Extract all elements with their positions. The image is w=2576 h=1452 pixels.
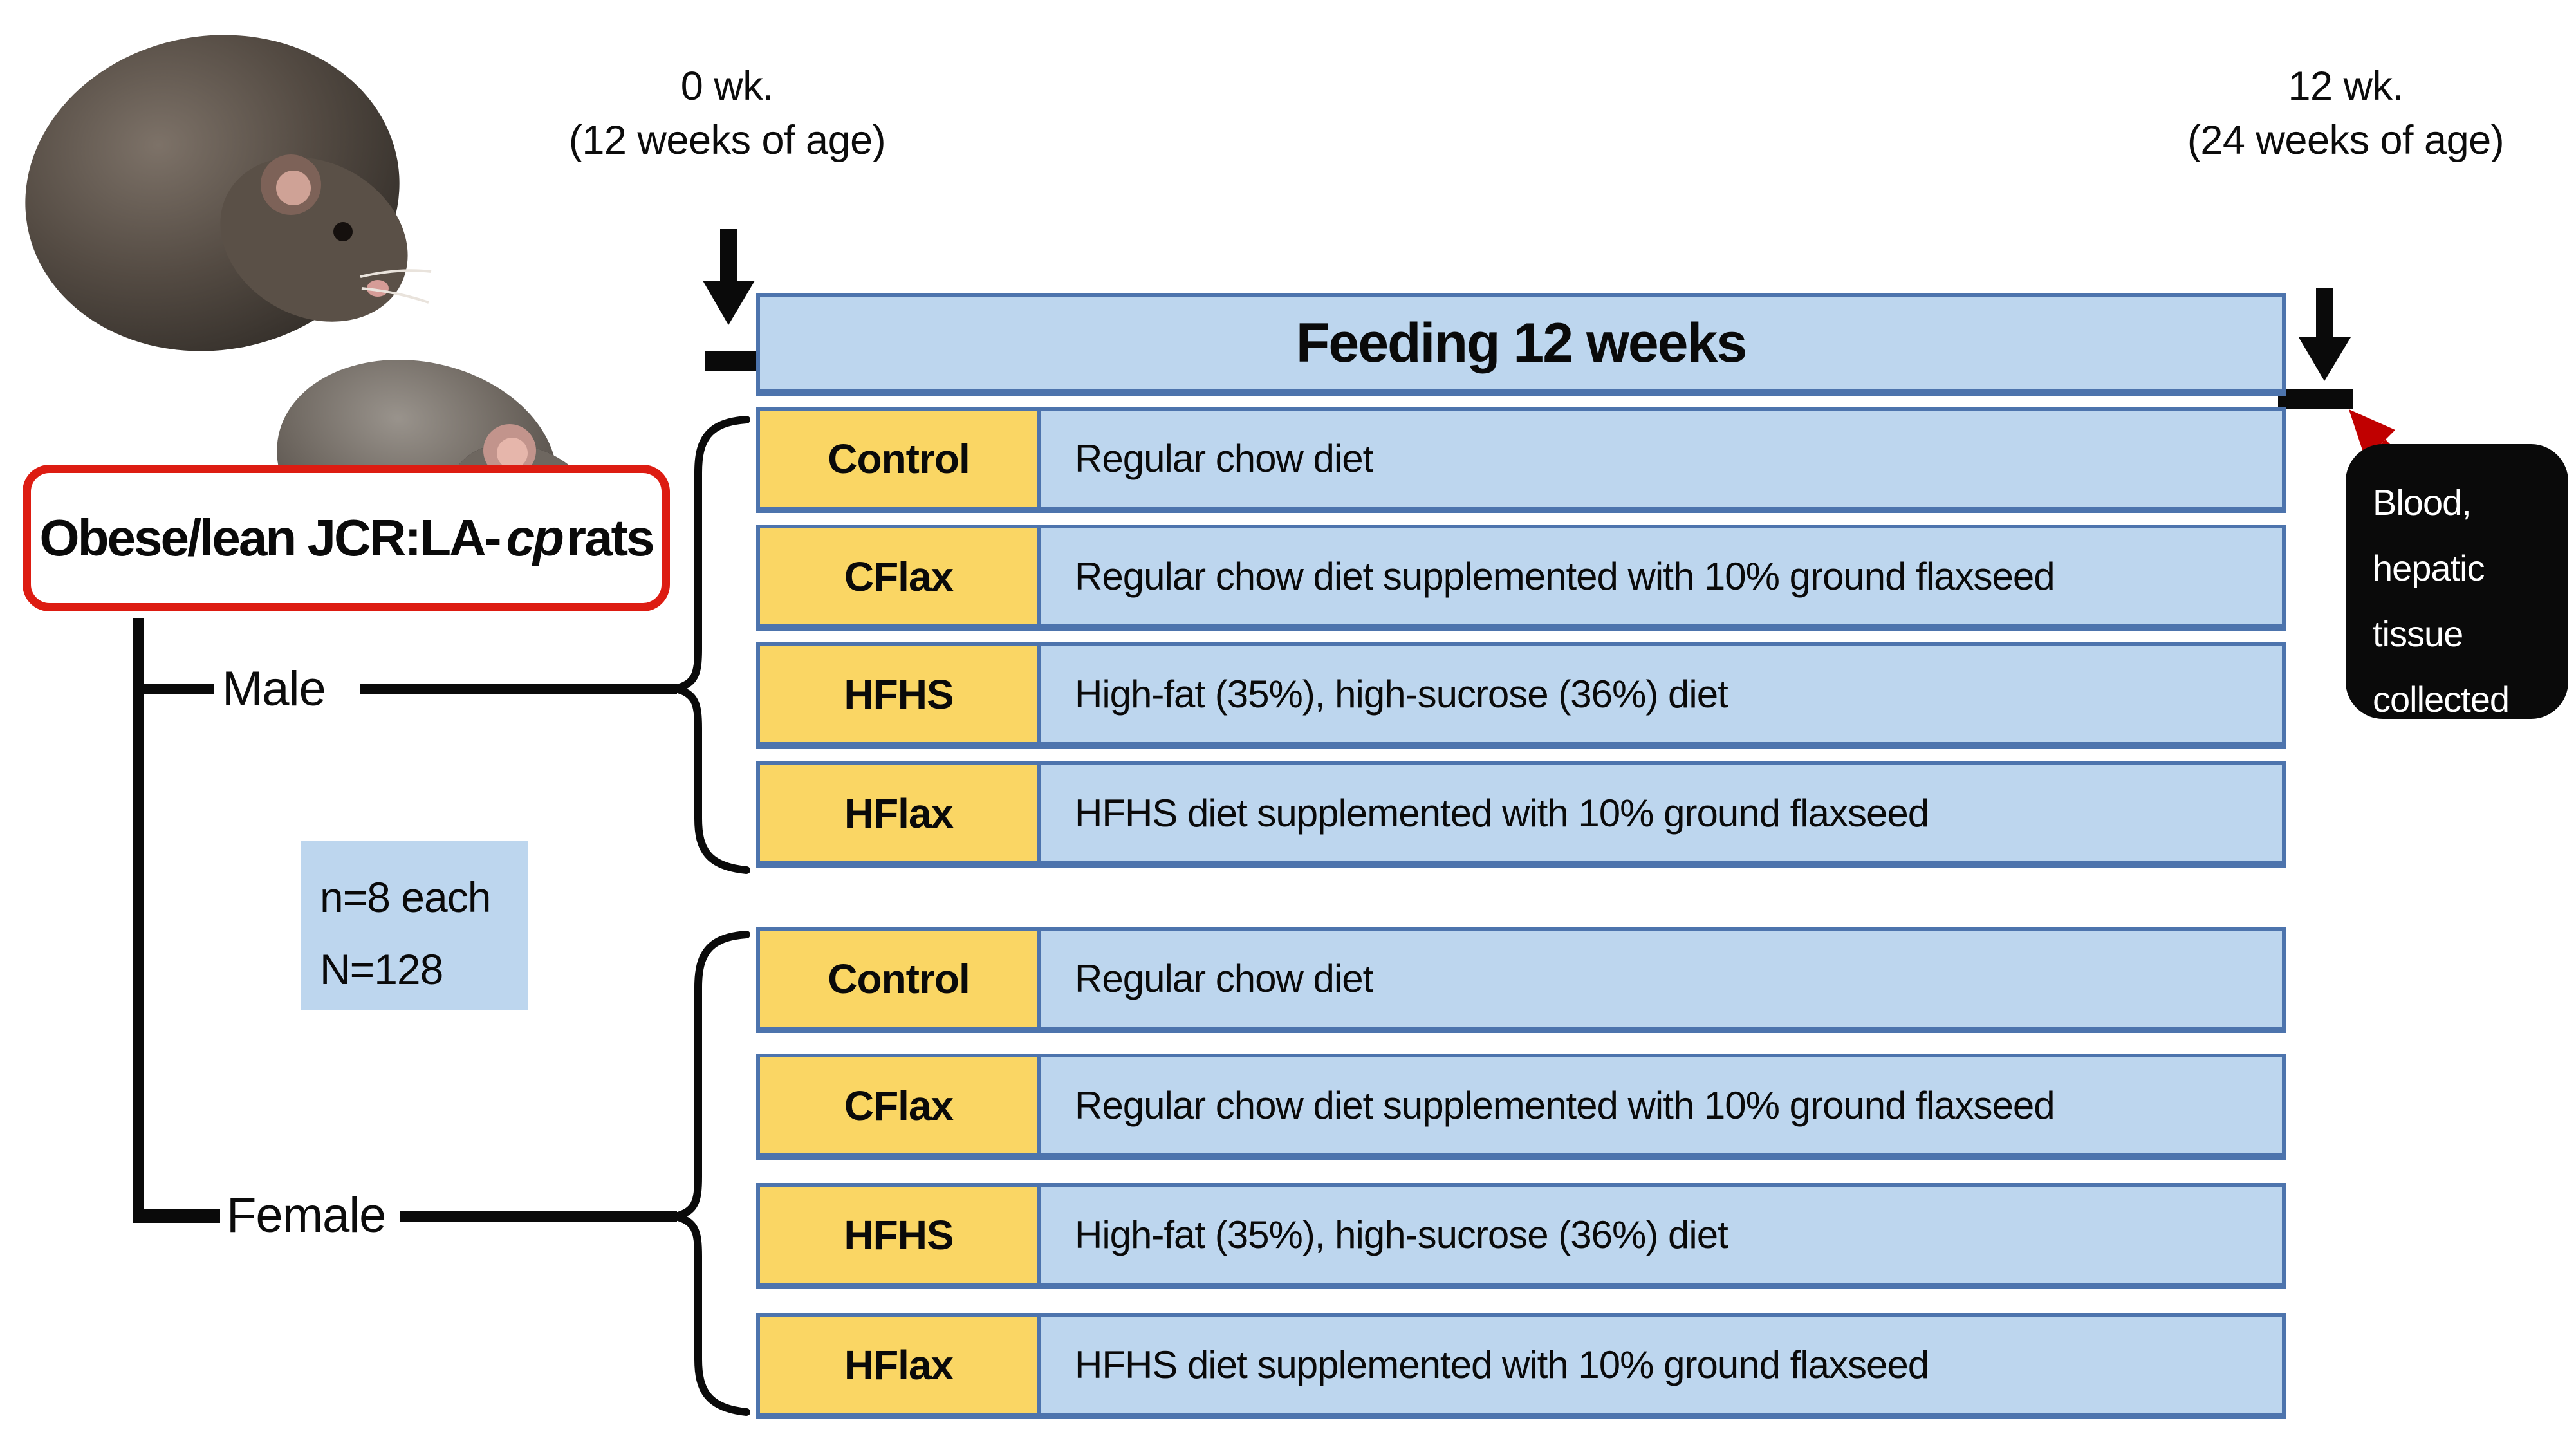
timeline-end-label: 12 wk. (24 weeks of age) — [2101, 59, 2576, 167]
male-branch-line — [133, 684, 677, 694]
feeding-period-bar: Feeding 12 weeks — [756, 293, 2286, 396]
diet-description: Regular chow diet — [1075, 957, 1373, 1000]
diet-row-female-hfhs: HFHS High-fat (35%), high-sucrose (36%) … — [756, 1183, 2286, 1289]
timeline-start-tick — [705, 351, 757, 371]
timeline-start-week: 0 wk. — [680, 64, 774, 109]
timeline-end-week: 12 wk. — [2288, 64, 2404, 109]
diet-row-male-hflax: HFlax HFHS diet supplemented with 10% gr… — [756, 761, 2286, 868]
tissue-collection-box: Blood, hepatic tissue collected — [2346, 444, 2568, 720]
diet-code-label: CFlax — [760, 528, 1041, 624]
subject-strain-gene: cp — [506, 509, 564, 566]
timeline-end-arrow-icon — [2299, 288, 2351, 381]
collection-line-3: tissue — [2373, 613, 2463, 654]
sample-size-per-group: n=8 each — [320, 873, 491, 921]
timeline-end-tick — [2278, 389, 2353, 409]
diet-description: HFHS diet supplemented with 10% ground f… — [1075, 792, 1929, 835]
diet-code-label: Control — [760, 931, 1041, 1027]
female-group-brace — [660, 931, 750, 1416]
collection-line-4: collected — [2373, 679, 2510, 720]
diet-code-label: HFlax — [760, 1317, 1041, 1413]
male-group-label: Male — [222, 662, 326, 716]
subject-strain-box: Obese/lean JCR:LA-cp rats — [23, 465, 670, 611]
timeline-start-arrow-icon — [703, 229, 755, 325]
diet-row-male-control: Control Regular chow diet — [756, 407, 2286, 513]
diet-description: Regular chow diet — [1075, 437, 1373, 480]
diet-row-female-control: Control Regular chow diet — [756, 927, 2286, 1033]
timeline-start-label: 0 wk. (12 weeks of age) — [483, 59, 972, 167]
diet-description: Regular chow diet supplemented with 10% … — [1075, 1084, 2055, 1127]
tree-trunk-line — [133, 618, 144, 1223]
diet-code-label: HFlax — [760, 765, 1041, 861]
subject-strain-suffix: rats — [566, 509, 655, 566]
diet-description: Regular chow diet supplemented with 10% … — [1075, 555, 2055, 598]
diet-row-male-cflax: CFlax Regular chow diet supplemented wit… — [756, 525, 2286, 631]
sample-size-box: n=8 each N=128 — [301, 841, 528, 1010]
feeding-period-label: Feeding 12 weeks — [1295, 312, 1747, 374]
male-group-brace — [660, 416, 750, 874]
obese-rat-image — [25, 35, 432, 351]
timeline-end-age: (24 weeks of age) — [2187, 118, 2505, 163]
female-group-label: Female — [227, 1188, 386, 1243]
timeline-start-age: (12 weeks of age) — [568, 118, 886, 163]
diet-code-label: CFlax — [760, 1057, 1041, 1153]
sample-size-total: N=128 — [320, 945, 443, 993]
diet-code-label: HFHS — [760, 646, 1041, 742]
diet-description: HFHS diet supplemented with 10% ground f… — [1075, 1343, 1929, 1386]
diet-code-label: HFHS — [760, 1187, 1041, 1283]
diet-code-label: Control — [760, 411, 1041, 507]
diet-row-male-hfhs: HFHS High-fat (35%), high-sucrose (36%) … — [756, 642, 2286, 749]
diet-row-female-cflax: CFlax Regular chow diet supplemented wit… — [756, 1054, 2286, 1160]
diet-row-female-hflax: HFlax HFHS diet supplemented with 10% gr… — [756, 1313, 2286, 1419]
diet-description: High-fat (35%), high-sucrose (36%) diet — [1075, 673, 1728, 716]
female-branch-line — [133, 1209, 677, 1223]
subject-strain-prefix: Obese/lean JCR:LA- — [39, 509, 501, 566]
collection-line-2: hepatic — [2373, 548, 2485, 588]
diet-description: High-fat (35%), high-sucrose (36%) diet — [1075, 1213, 1728, 1256]
collection-line-1: Blood, — [2373, 482, 2472, 523]
